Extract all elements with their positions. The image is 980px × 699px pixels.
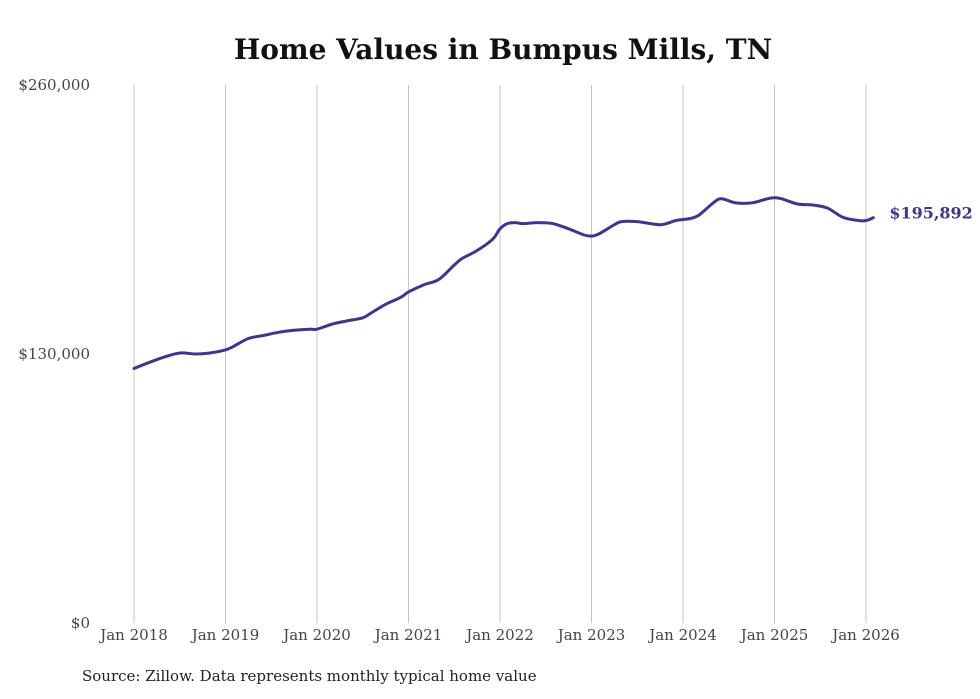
series-line-0	[132, 196, 875, 370]
x-tick-label-4: Jan 2022	[464, 626, 534, 644]
end-value-label: $195,892	[889, 204, 973, 223]
y-tick-label-2: $260,000	[18, 76, 90, 94]
grid	[133, 85, 867, 623]
chart-title: Home Values in Bumpus Mills, TN	[234, 33, 772, 66]
x-tick-label-0: Jan 2018	[98, 626, 168, 644]
x-tick-label-2: Jan 2020	[281, 626, 351, 644]
x-tick-label-5: Jan 2023	[556, 626, 626, 644]
x-tick-label-6: Jan 2024	[647, 626, 717, 644]
y-tick-label-1: $130,000	[18, 345, 90, 363]
series: $195,892	[132, 196, 973, 370]
x-tick-label-8: Jan 2026	[830, 626, 900, 644]
x-tick-label-1: Jan 2019	[190, 626, 260, 644]
axes: Jan 2018 Jan 2019 Jan 2020 Jan 2021 Jan 2022…	[18, 76, 899, 644]
x-tick-label-3: Jan 2021	[373, 626, 443, 644]
x-tick-label-7: Jan 2025	[739, 626, 809, 644]
y-tick-label-0: $0	[71, 614, 90, 632]
source-note: Source: Zillow. Data represents monthly …	[82, 667, 537, 685]
